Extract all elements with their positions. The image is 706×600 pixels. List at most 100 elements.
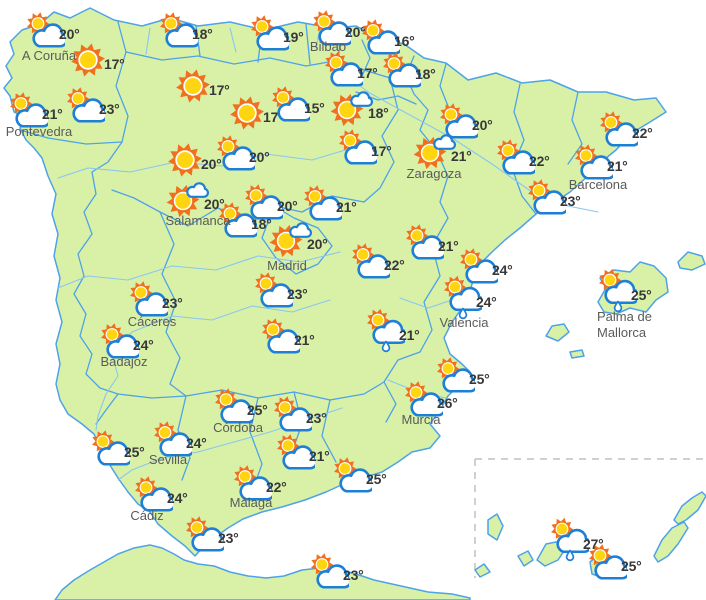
sun-cloud-icon — [438, 103, 478, 140]
temperature-label: 23° — [218, 530, 239, 546]
sun-cloud-icon — [403, 381, 443, 418]
city-label: Madrid — [267, 258, 307, 273]
sun-cloud-icon — [99, 323, 139, 360]
temperature-label: 23° — [306, 410, 327, 426]
temperature-label: 24° — [476, 294, 497, 310]
sun-cloud-icon — [184, 516, 224, 553]
sun-cloud-icon — [435, 357, 475, 394]
formentera-shape — [569, 349, 585, 359]
temperature-label: 25° — [247, 402, 268, 418]
el-hierro-shape — [474, 563, 491, 578]
temperature-label: 20° — [277, 198, 298, 214]
temperature-label: 24° — [186, 435, 207, 451]
sun-cloud-icon — [404, 224, 444, 261]
temperature-label: 18° — [192, 26, 213, 42]
temperature-label: 16° — [394, 33, 415, 49]
sun-icon — [68, 40, 108, 80]
temperature-label: 20° — [201, 156, 222, 172]
city-label: Palma de — [597, 309, 652, 324]
city-label: Valencia — [439, 315, 489, 330]
sun-cloud-icon — [249, 15, 289, 52]
sun-cloud-icon — [302, 185, 342, 222]
sun-cloud-icon — [8, 92, 48, 129]
lanzarote-shape — [673, 491, 706, 525]
sun-cloud-icon — [158, 12, 198, 49]
sun-cloud-icon — [573, 144, 613, 181]
sun-cloud-icon — [253, 272, 293, 309]
mostly-sunny-icon — [268, 220, 312, 260]
temperature-label: 18° — [251, 216, 272, 232]
temperature-label: 25° — [124, 444, 145, 460]
temperature-label: 22° — [384, 257, 405, 273]
temperature-label: 21° — [336, 199, 357, 215]
temperature-label: 22° — [529, 153, 550, 169]
sun-cloud-icon — [350, 243, 390, 280]
temperature-label: 15° — [304, 100, 325, 116]
temperature-label: 21° — [399, 327, 420, 343]
sun-cloud-drizzle-icon — [597, 268, 637, 314]
city-label: A Coruña — [21, 48, 77, 63]
city-label: Salamanca — [165, 213, 231, 228]
temperature-label: 21° — [42, 106, 63, 122]
sun-cloud-icon — [272, 396, 312, 433]
temperature-label: 23° — [343, 567, 364, 583]
temperature-label: 26° — [437, 395, 458, 411]
sun-icon — [165, 140, 205, 180]
temperature-label: 20° — [59, 26, 80, 42]
sun-cloud-icon — [309, 553, 349, 590]
temperature-label: 17° — [104, 56, 125, 72]
sun-cloud-icon — [152, 421, 192, 458]
city-label: Pontevedra — [5, 124, 73, 139]
temperature-label: 20° — [204, 196, 225, 212]
temperature-label: 22° — [632, 125, 653, 141]
sun-cloud-icon — [217, 202, 257, 239]
sun-cloud-icon — [215, 135, 255, 172]
sun-icon — [173, 66, 213, 106]
city-label: Badajoz — [100, 354, 148, 369]
menorca-shape — [677, 251, 706, 271]
city-label: Bilbao — [309, 39, 347, 54]
temperature-label: 18° — [415, 66, 436, 82]
sun-cloud-icon — [232, 465, 272, 502]
sun-cloud-icon — [360, 19, 400, 56]
temperature-label: 23° — [99, 101, 120, 117]
la-gomera-shape — [517, 550, 534, 567]
sun-cloud-icon — [587, 544, 627, 581]
sun-cloud-icon — [598, 111, 638, 148]
temperature-label: 21° — [294, 332, 315, 348]
mostly-sunny-icon — [165, 180, 209, 220]
city-label: Zaragoza — [406, 166, 462, 181]
sun-cloud-icon — [260, 318, 300, 355]
sun-cloud-icon — [458, 248, 498, 285]
sun-cloud-icon — [311, 10, 351, 47]
city-label: Sevilla — [148, 452, 188, 467]
temperature-label: 21° — [438, 238, 459, 254]
mostly-sunny-icon — [329, 89, 373, 129]
temperature-label: 18° — [368, 105, 389, 121]
temperature-label: 19° — [283, 29, 304, 45]
sun-cloud-drizzle-icon — [549, 517, 589, 563]
temperature-label: 20° — [472, 117, 493, 133]
city-label: Cáceres — [127, 314, 177, 329]
ibiza-shape — [545, 323, 570, 342]
la-palma-shape — [487, 513, 504, 541]
temperature-label: 21° — [607, 158, 628, 174]
sun-cloud-icon — [213, 388, 253, 425]
sun-icon — [227, 93, 267, 133]
city-label: Mallorca — [597, 325, 647, 340]
temperature-label: 23° — [287, 286, 308, 302]
city-label: Málaga — [229, 495, 273, 510]
temperature-label: 20° — [345, 24, 366, 40]
temperature-label: 17° — [371, 143, 392, 159]
city-label: Cádiz — [130, 508, 164, 523]
fuerteventura-shape — [653, 521, 689, 563]
sun-cloud-icon — [495, 139, 535, 176]
temperature-label: 24° — [133, 337, 154, 353]
sun-cloud-icon — [128, 281, 168, 318]
temperature-label: 25° — [469, 371, 490, 387]
temperature-label: 21° — [309, 448, 330, 464]
sun-cloud-icon — [381, 52, 421, 89]
